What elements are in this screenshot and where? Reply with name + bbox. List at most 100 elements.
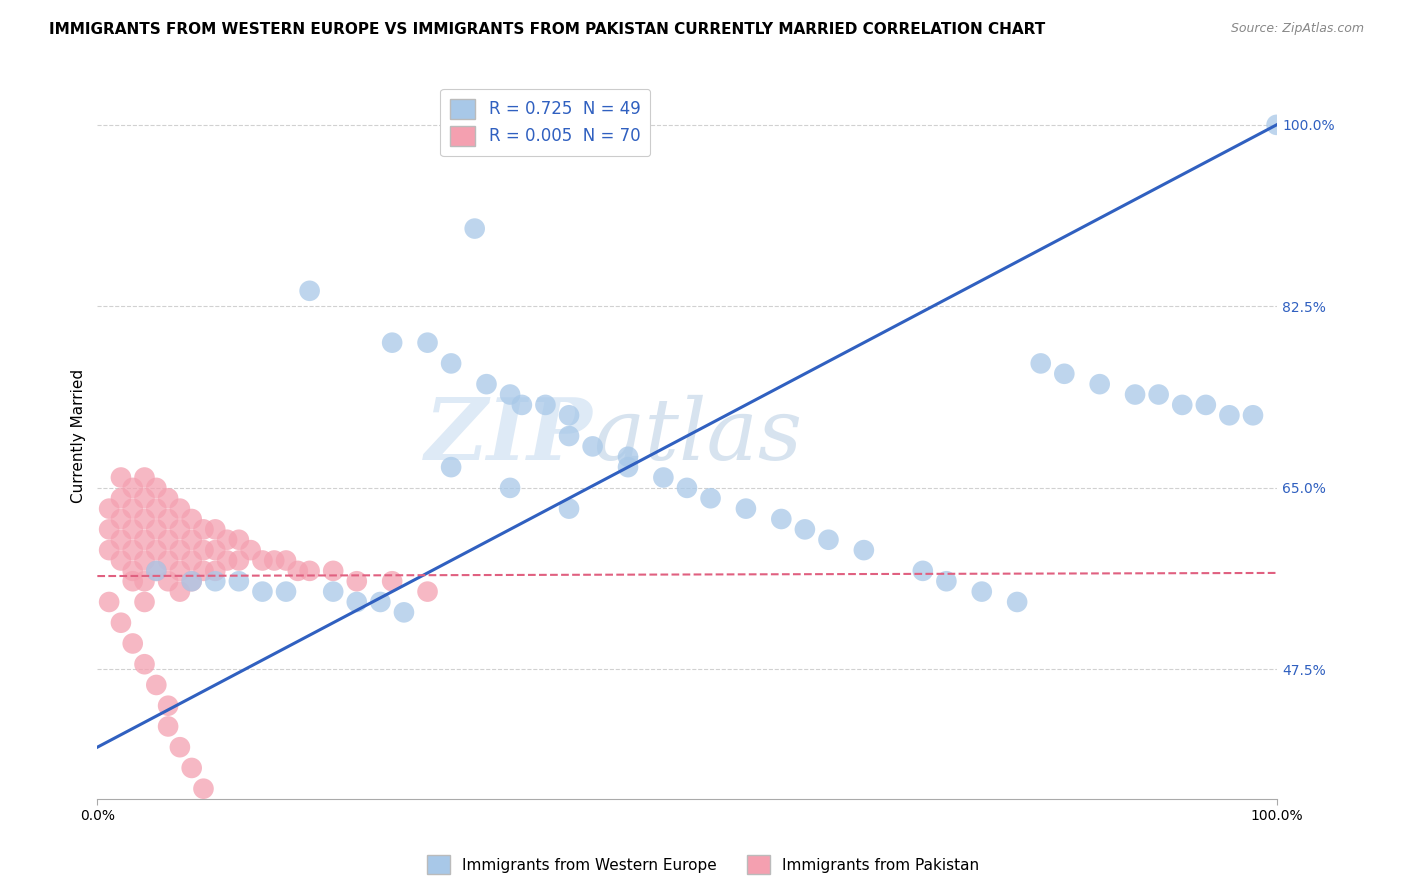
Point xyxy=(145,564,167,578)
Point xyxy=(134,470,156,484)
Point xyxy=(145,543,167,558)
Point xyxy=(134,553,156,567)
Point xyxy=(617,460,640,475)
Point xyxy=(145,522,167,536)
Point xyxy=(180,574,202,589)
Point xyxy=(228,533,250,547)
Point xyxy=(1218,409,1240,423)
Point xyxy=(1241,409,1264,423)
Point xyxy=(145,501,167,516)
Point xyxy=(193,522,215,536)
Point xyxy=(204,522,226,536)
Point xyxy=(193,543,215,558)
Point xyxy=(204,564,226,578)
Point xyxy=(145,564,167,578)
Point xyxy=(298,284,321,298)
Point xyxy=(581,439,603,453)
Point xyxy=(180,574,202,589)
Point xyxy=(110,553,132,567)
Point xyxy=(381,574,404,589)
Point xyxy=(110,491,132,506)
Point xyxy=(652,470,675,484)
Point xyxy=(169,584,191,599)
Point xyxy=(134,491,156,506)
Point xyxy=(1005,595,1028,609)
Point xyxy=(121,574,143,589)
Point xyxy=(1053,367,1076,381)
Point xyxy=(381,335,404,350)
Point xyxy=(440,460,463,475)
Point xyxy=(1195,398,1218,412)
Point xyxy=(239,543,262,558)
Point xyxy=(121,522,143,536)
Point xyxy=(499,387,522,401)
Point xyxy=(145,481,167,495)
Point xyxy=(416,335,439,350)
Point xyxy=(852,543,875,558)
Point xyxy=(169,564,191,578)
Point xyxy=(298,564,321,578)
Point xyxy=(157,574,180,589)
Point xyxy=(134,574,156,589)
Point xyxy=(322,584,344,599)
Point xyxy=(935,574,957,589)
Point xyxy=(121,481,143,495)
Point xyxy=(228,553,250,567)
Text: IMMIGRANTS FROM WESTERN EUROPE VS IMMIGRANTS FROM PAKISTAN CURRENTLY MARRIED COR: IMMIGRANTS FROM WESTERN EUROPE VS IMMIGR… xyxy=(49,22,1046,37)
Point xyxy=(817,533,839,547)
Point xyxy=(346,574,368,589)
Point xyxy=(228,574,250,589)
Point xyxy=(287,564,309,578)
Point xyxy=(558,429,581,443)
Point xyxy=(134,595,156,609)
Point xyxy=(98,543,121,558)
Point xyxy=(121,543,143,558)
Legend: R = 0.725  N = 49, R = 0.005  N = 70: R = 0.725 N = 49, R = 0.005 N = 70 xyxy=(440,88,651,156)
Point xyxy=(180,512,202,526)
Point xyxy=(274,553,297,567)
Legend: Immigrants from Western Europe, Immigrants from Pakistan: Immigrants from Western Europe, Immigran… xyxy=(420,849,986,880)
Point xyxy=(392,605,415,619)
Point xyxy=(98,522,121,536)
Point xyxy=(169,522,191,536)
Point xyxy=(110,615,132,630)
Point xyxy=(134,657,156,672)
Point xyxy=(110,470,132,484)
Point xyxy=(121,636,143,650)
Point xyxy=(322,564,344,578)
Point xyxy=(98,501,121,516)
Point xyxy=(121,501,143,516)
Point xyxy=(499,481,522,495)
Point xyxy=(157,698,180,713)
Point xyxy=(204,574,226,589)
Point xyxy=(98,595,121,609)
Point xyxy=(134,512,156,526)
Point xyxy=(1147,387,1170,401)
Point xyxy=(770,512,793,526)
Point xyxy=(1171,398,1194,412)
Point xyxy=(699,491,721,506)
Point xyxy=(793,522,815,536)
Point xyxy=(370,595,392,609)
Point xyxy=(169,740,191,755)
Point xyxy=(157,491,180,506)
Point xyxy=(534,398,557,412)
Point xyxy=(735,501,758,516)
Point xyxy=(911,564,934,578)
Point xyxy=(204,543,226,558)
Point xyxy=(617,450,640,464)
Point xyxy=(1123,387,1146,401)
Point xyxy=(416,584,439,599)
Point xyxy=(215,533,238,547)
Point xyxy=(274,584,297,599)
Point xyxy=(110,533,132,547)
Point xyxy=(440,356,463,370)
Point xyxy=(180,533,202,547)
Point xyxy=(193,564,215,578)
Point xyxy=(464,221,486,235)
Text: ZIP: ZIP xyxy=(425,394,592,478)
Point xyxy=(252,553,274,567)
Y-axis label: Currently Married: Currently Married xyxy=(72,369,86,503)
Point xyxy=(157,533,180,547)
Point xyxy=(169,501,191,516)
